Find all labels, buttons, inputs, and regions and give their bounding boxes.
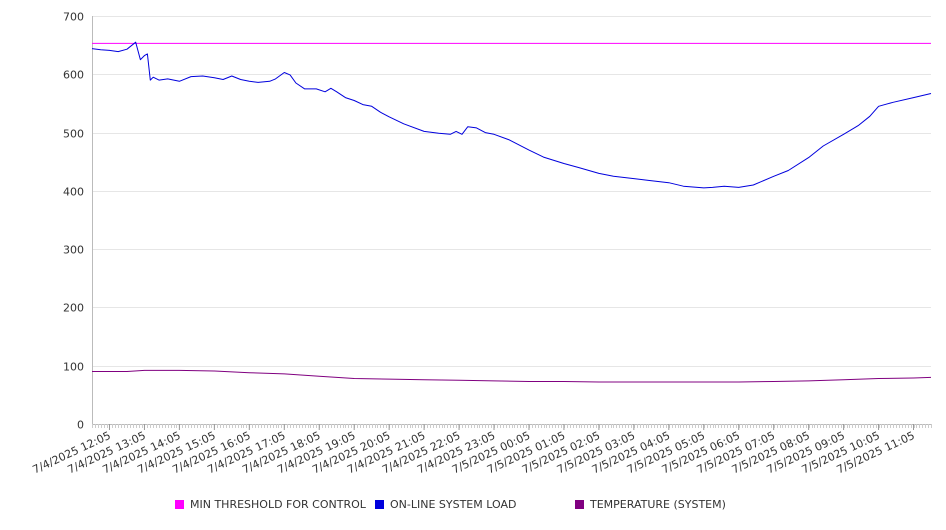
legend-label-system-load: ON-LINE SYSTEM LOAD	[390, 498, 517, 511]
y-tick-label: 500	[63, 128, 84, 141]
y-tick-label: 700	[63, 11, 84, 24]
legend-label-min-threshold: MIN THRESHOLD FOR CONTROL	[190, 498, 366, 511]
series-layer	[91, 41, 932, 383]
y-tick-label: 600	[63, 69, 84, 82]
y-tick-label: 300	[63, 244, 84, 257]
legend-label-temperature: TEMPERATURE (SYSTEM)	[590, 498, 726, 511]
series-line-temperature-system[interactable]	[92, 369, 932, 383]
legend-item-temperature[interactable]: TEMPERATURE (SYSTEM)	[575, 498, 726, 511]
legend-item-min-threshold[interactable]: MIN THRESHOLD FOR CONTROL	[175, 498, 366, 511]
series-line-on-line-system-load[interactable]	[91, 41, 932, 189]
legend-swatch-temperature	[575, 500, 584, 509]
legend-item-system-load[interactable]: ON-LINE SYSTEM LOAD	[375, 498, 516, 511]
y-tick-label: 400	[63, 186, 84, 199]
y-tick-label: 200	[63, 302, 84, 315]
chart-legend: MIN THRESHOLD FOR CONTROL ON-LINE SYSTEM…	[0, 498, 946, 514]
y-tick-label: 0	[77, 419, 84, 432]
y-tick-label: 100	[63, 361, 84, 374]
legend-swatch-system-load	[375, 500, 384, 509]
grid-layer	[92, 16, 931, 425]
legend-swatch-min-threshold	[175, 500, 184, 509]
